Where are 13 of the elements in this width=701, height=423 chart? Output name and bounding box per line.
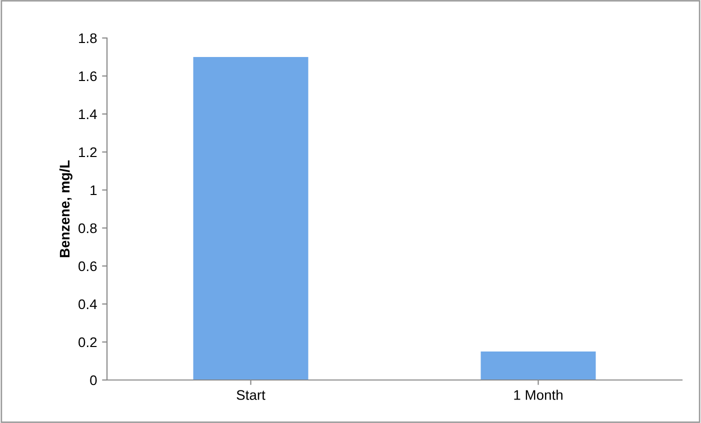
y-tick-label: 0.2 xyxy=(78,337,97,348)
y-tick-label: 0.8 xyxy=(78,223,97,234)
y-tick-label: 0 xyxy=(90,375,97,386)
y-tick-label: 1.2 xyxy=(79,147,97,158)
y-tick-label: 1 xyxy=(90,185,97,196)
y-tick-label: 1.8 xyxy=(79,33,97,44)
y-tick-label: 1.4 xyxy=(79,109,97,120)
y-tick-label: 0.4 xyxy=(78,299,97,310)
x-tick-label: 1 Month xyxy=(514,390,562,400)
y-tick-label: 1.6 xyxy=(79,71,97,82)
x-tick-label: Start xyxy=(236,390,266,400)
y-tick-label: 0.6 xyxy=(78,261,97,272)
y-axis-title: Benzene, mg/L xyxy=(59,160,72,258)
